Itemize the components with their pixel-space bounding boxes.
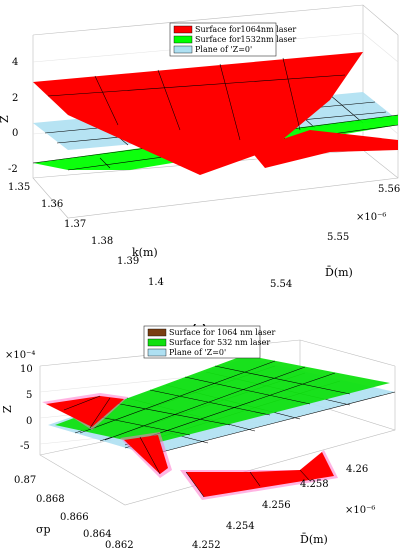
chart-b-legend-label-3: Plane of 'Z=0' — [169, 348, 226, 357]
chart-a-x-tick-1: 1.35 — [8, 182, 30, 193]
chart-b-x-tick-4: 0.864 — [83, 529, 112, 540]
chart-b-x-tick-5: 0.862 — [105, 540, 134, 550]
chart-b-surface-1064 — [42, 393, 338, 500]
chart-b-y-label: D̄(m) — [300, 533, 328, 546]
chart-a-y-tick-1: 5.54 — [270, 279, 292, 290]
chart-a-x-label: k(m) — [132, 246, 158, 259]
chart-b-surface-532 — [55, 355, 390, 446]
chart-a-surface-1064 — [33, 52, 398, 175]
chart-a-z-ticks: 4 2 0 -2 — [8, 57, 18, 175]
chart-a-z-tick-2: 2 — [12, 93, 18, 104]
chart-b-z-label: Z — [1, 405, 14, 413]
chart-a-x-tick-5: 1.39 — [117, 256, 139, 267]
chart-b-z-ticks: 10 5 0 -5 — [20, 364, 33, 452]
chart-a: Surface for1064nm laser Surface for1532n… — [0, 4, 400, 290]
chart-a-x-tick-2: 1.36 — [41, 199, 63, 210]
chart-a-z-tick-m2: -2 — [8, 164, 18, 175]
chart-a-z-label: Z — [0, 115, 11, 123]
chart-a-y-multiplier: ×10⁻⁶ — [356, 212, 386, 223]
chart-b-legend-swatch-1 — [147, 328, 167, 337]
chart-b-y-tick-5: 4.26 — [346, 464, 368, 475]
chart-a-legend-label-2: Surface for1532nm laser — [195, 35, 296, 44]
chart-b-y-tick-1: 4.252 — [192, 540, 221, 550]
chart-b-x-tick-3: 0.866 — [60, 512, 89, 523]
chart-b-legend-swatch-2 — [147, 338, 167, 347]
chart-a-z-tick-0: 0 — [12, 128, 18, 139]
chart-a-y-label: D̄(m) — [325, 266, 353, 279]
chart-a-x-tick-6: 1.4 — [148, 277, 164, 288]
chart-a-y-ticks: 5.54 5.55 5.56 — [270, 184, 400, 290]
chart-b-x-tick-2: 0.868 — [36, 494, 65, 505]
chart-b-x-label: σp — [36, 523, 51, 536]
chart-a-x-ticks: 1.35 1.36 1.37 1.38 1.39 1.4 — [8, 182, 164, 288]
chart-b-legend-label-2: Surface for 532 nm laser — [169, 338, 270, 347]
chart-a-legend-label-1: Surface for1064nm laser — [195, 25, 296, 34]
chart-b-y-ticks: 4.252 4.254 4.256 4.258 4.26 — [192, 464, 368, 550]
chart-a-x-tick-3: 1.37 — [64, 219, 86, 230]
chart-a-legend-label-3: Plane of 'Z=0' — [195, 45, 252, 54]
chart-a-x-tick-4: 1.38 — [91, 236, 113, 247]
chart-b-y-tick-2: 4.254 — [226, 521, 255, 532]
chart-b: Surface for 1064 nm laser Surface for 53… — [1, 325, 396, 550]
chart-b-z-tick-5: 5 — [26, 390, 32, 401]
chart-b-x-tick-1: 0.87 — [14, 475, 36, 486]
chart-b-z-multiplier: ×10⁻⁴ — [5, 350, 35, 361]
chart-b-z-tick-m5: -5 — [20, 441, 30, 452]
chart-a-y-tick-3: 5.56 — [378, 184, 400, 195]
chart-b-z-tick-0: 0 — [26, 416, 32, 427]
chart-b-y-tick-3: 4.256 — [262, 500, 291, 511]
chart-b-legend: Surface for 1064 nm laser Surface for 53… — [143, 325, 275, 359]
chart-a-z-tick-4: 4 — [12, 57, 18, 68]
chart-b-y-tick-4: 4.258 — [300, 479, 329, 490]
chart-a-y-tick-2: 5.55 — [327, 232, 349, 243]
chart-b-legend-swatch-3 — [147, 348, 167, 357]
chart-a-legend-swatch-2 — [173, 35, 193, 44]
chart-b-z-tick-10: 10 — [20, 364, 33, 375]
chart-a-legend-swatch-1 — [173, 25, 193, 34]
chart-a-legend: Surface for1064nm laser Surface for1532n… — [169, 22, 296, 57]
chart-b-x-ticks: 0.87 0.868 0.866 0.864 0.862 — [14, 475, 134, 550]
chart-b-legend-label-1: Surface for 1064 nm laser — [169, 328, 275, 337]
chart-a-legend-swatch-3 — [173, 45, 193, 54]
chart-b-y-multiplier: ×10⁻⁶ — [345, 505, 375, 516]
